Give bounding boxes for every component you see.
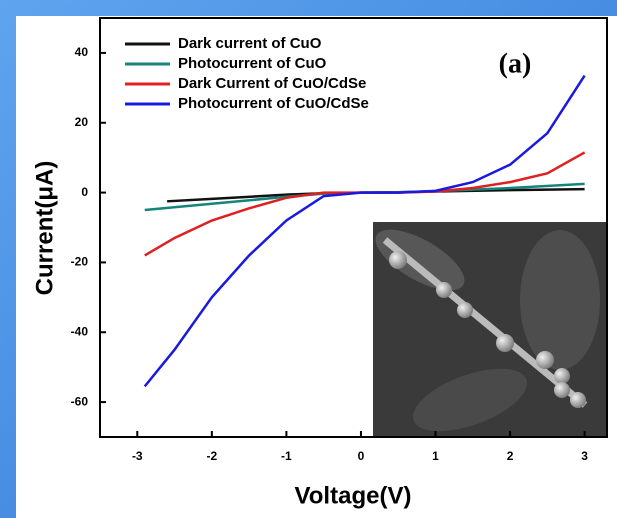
legend-label: Photocurrent of CuO — [178, 55, 327, 72]
y-tick-label: -60 — [71, 394, 89, 408]
y-tick-label: 0 — [81, 185, 88, 199]
x-tick-label: 3 — [581, 449, 588, 463]
x-tick-label: 2 — [507, 449, 514, 463]
x-tick-label: -3 — [132, 449, 143, 463]
y-tick-label: 40 — [75, 45, 89, 59]
y-tick-label: -40 — [71, 324, 89, 338]
x-tick-label: 1 — [432, 449, 439, 463]
annotation: (a) — [499, 48, 532, 79]
x-tick-label: 0 — [358, 449, 365, 463]
inset-image — [367, 218, 607, 444]
legend-label: Dark current of CuO — [178, 35, 322, 52]
y-tick-label: -20 — [71, 255, 89, 269]
legend-label: Dark Current of CuO/CdSe — [178, 75, 366, 92]
chart: Current(μA) Voltage(V) (a) -3 -2 -1 0 1 2 3 -60… — [0, 0, 617, 518]
page: Current(μA) Voltage(V) (a) -3 -2 -1 0 1 2 3 -60… — [0, 0, 617, 518]
y-tick-label: 20 — [75, 115, 89, 129]
x-tick-label: -2 — [207, 449, 218, 463]
x-axis-label: Voltage(V) — [295, 482, 412, 509]
legend-label: Photocurrent of CuO/CdSe — [178, 95, 369, 112]
x-tick-label: -1 — [281, 449, 292, 463]
y-axis-label: Current(μA) — [31, 161, 58, 296]
